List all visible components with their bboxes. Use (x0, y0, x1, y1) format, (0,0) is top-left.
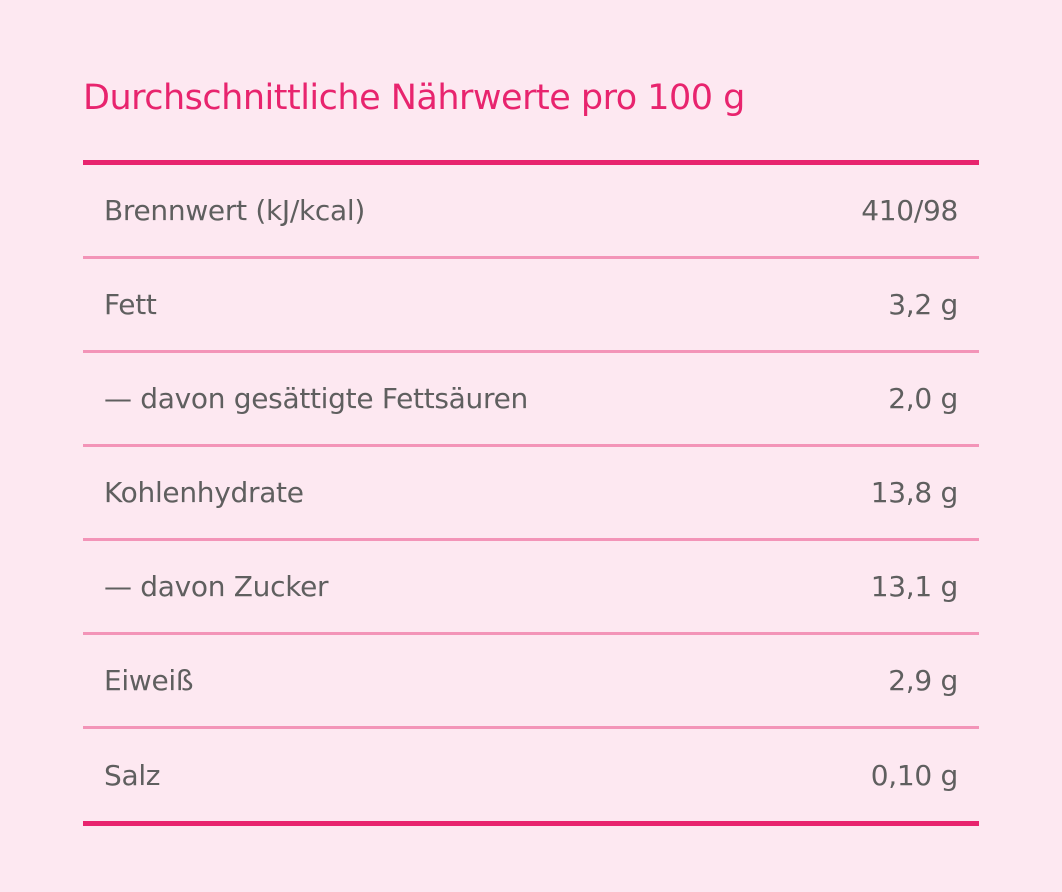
table-row: Brennwert (kJ/kcal) 410/98 (83, 165, 979, 259)
table-row: Eiweiß 2,9 g (83, 635, 979, 729)
row-label: Salz (104, 758, 161, 792)
table-row: Fett 3,2 g (83, 259, 979, 353)
row-label: Eiweiß (104, 664, 194, 697)
row-label: Fett (104, 288, 157, 321)
row-value: 13,8 g (870, 476, 959, 509)
row-label: Kohlenhydrate (104, 476, 304, 509)
table-row: Salz 0,10 g (83, 729, 979, 821)
row-value: 3,2 g (888, 288, 958, 321)
row-value: 2,0 g (888, 382, 958, 415)
row-label: Brennwert (kJ/kcal) (104, 194, 365, 227)
row-label: — davon Zucker (104, 570, 329, 603)
row-value: 13,1 g (870, 570, 959, 603)
row-value: 410/98 (861, 194, 958, 227)
row-value: 2,9 g (888, 664, 958, 697)
table-row: — davon gesättigte Fettsäuren 2,0 g (83, 353, 979, 447)
row-value: 0,10 g (870, 758, 959, 792)
table-row: — davon Zucker 13,1 g (83, 541, 979, 635)
row-label: — davon gesättigte Fettsäuren (104, 382, 528, 415)
nutrition-table: Brennwert (kJ/kcal) 410/98 Fett 3,2 g — da… (83, 160, 979, 826)
page-title: Durchschnittliche Nährwerte pro 100 g (83, 78, 745, 118)
table-row: Kohlenhydrate 13,8 g (83, 447, 979, 541)
